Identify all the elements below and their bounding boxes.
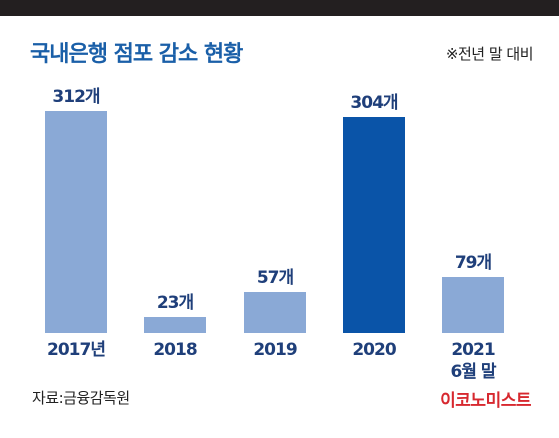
bar-0 xyxy=(45,111,107,333)
top-band xyxy=(0,0,559,16)
bar-4 xyxy=(442,277,504,333)
bar-3 xyxy=(343,117,405,333)
brand-logo: 이코노미스트 xyxy=(440,391,531,411)
tick-label-4-line1: 6월 말 xyxy=(450,361,496,382)
tick-label-1: 2018 xyxy=(153,340,196,360)
data-label-3: 304개 xyxy=(350,93,397,113)
chart-title: 국내은행 점포 감소 현황 xyxy=(30,42,243,67)
bar-2 xyxy=(244,292,306,333)
source-note: 자료:금융감독원 xyxy=(32,389,130,407)
tick-label-2: 2019 xyxy=(253,340,296,360)
data-label-0: 312개 xyxy=(52,87,99,107)
tick-label-0: 2017년 xyxy=(47,340,105,360)
tick-label-3: 2020 xyxy=(352,340,396,360)
tick-label-4: 2021 xyxy=(451,340,494,360)
data-label-2: 57개 xyxy=(257,268,294,288)
chart-note: ※전년 말 대비 xyxy=(445,45,534,63)
data-label-1: 23개 xyxy=(157,293,194,313)
data-label-4: 79개 xyxy=(455,253,492,273)
bar-1 xyxy=(144,317,206,333)
